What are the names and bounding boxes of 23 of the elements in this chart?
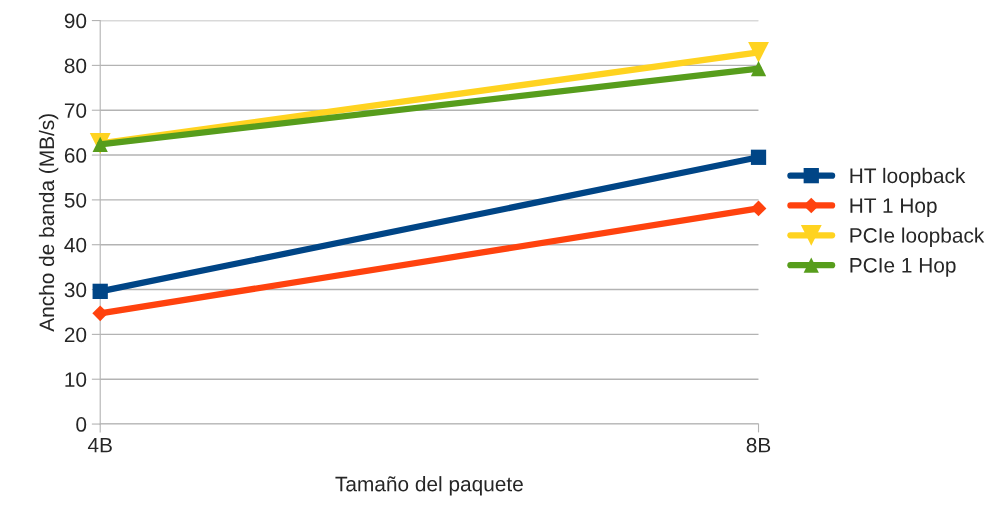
x-tick-label: 4B xyxy=(87,438,112,453)
legend-label: HT 1 Hop xyxy=(850,198,937,218)
x-axis-title: Tamaño del paquete xyxy=(335,476,523,496)
y-tick-label: 90 xyxy=(64,13,87,29)
y-tick-label: 20 xyxy=(64,327,87,343)
point xyxy=(92,305,109,322)
y-tick-label: 50 xyxy=(64,192,87,208)
y-tick-label: 40 xyxy=(64,237,87,253)
y-tick-label: 30 xyxy=(64,282,87,298)
point xyxy=(750,149,767,165)
legend-label: HT loopback xyxy=(850,167,966,188)
point xyxy=(750,200,767,217)
point xyxy=(748,41,769,63)
point xyxy=(750,60,767,77)
y-tick-label: 10 xyxy=(65,372,87,387)
y-tick-label: 0 xyxy=(76,417,87,432)
y-axis-title: Ancho de banda (MB/s) xyxy=(38,114,59,332)
x-tick-label: 8B xyxy=(746,437,771,453)
y-tick-label: 60 xyxy=(64,148,87,163)
legend-label: PCIe 1 Hop xyxy=(850,257,956,277)
y-tick-label: 70 xyxy=(64,103,87,118)
y-tick-label: 80 xyxy=(64,58,87,74)
legend-label: PCIe loopback xyxy=(850,227,985,247)
